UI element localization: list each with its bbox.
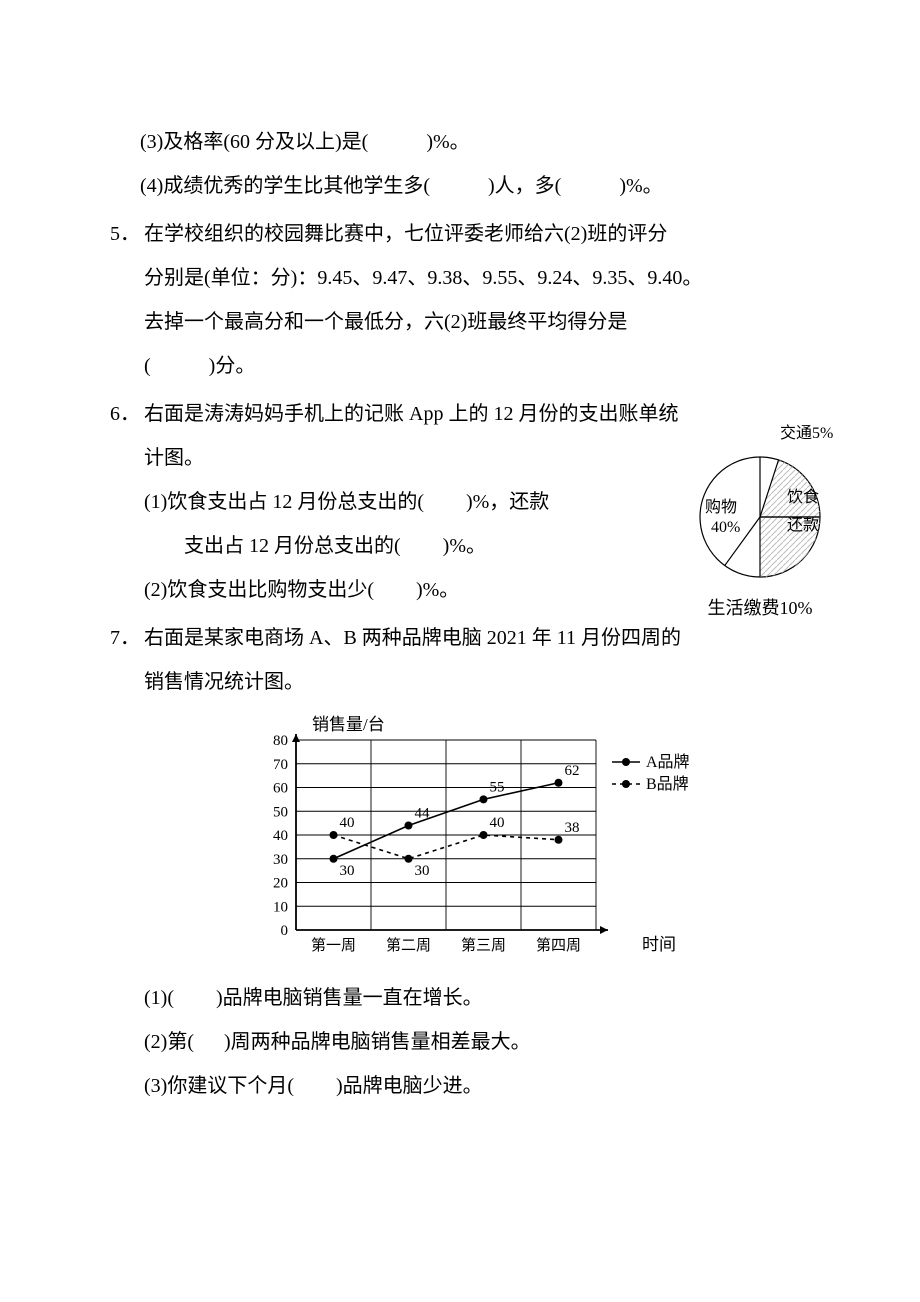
q4-text-a: (4)成绩优秀的学生比其他学生多( <box>140 175 430 197</box>
item-7-s1a: (1)( <box>144 987 174 1009</box>
item-5-body: 在学校组织的校园舞比赛中，七位评委老师给六(2)班的评分 分别是(单位：分)：9… <box>144 212 820 388</box>
svg-text:38: 38 <box>565 820 580 836</box>
svg-text:40: 40 <box>490 815 505 831</box>
item-6-s1b: )%，还款 <box>466 491 549 513</box>
item-6-s1-line1: (1)饮食支出占 12 月份总支出的( )%，还款 <box>144 480 620 524</box>
item-7-s3b: )品牌电脑少进。 <box>336 1075 483 1097</box>
svg-text:50: 50 <box>273 804 288 820</box>
svg-text:70: 70 <box>273 757 288 773</box>
svg-text:B品牌: B品牌 <box>646 775 689 793</box>
item-5-l4a: ( <box>144 355 151 377</box>
svg-text:30: 30 <box>340 863 355 879</box>
item-7-number: 7． <box>100 616 144 660</box>
q4-text-c: )%。 <box>619 175 662 197</box>
item-7-s3: (3)你建议下个月( )品牌电脑少进。 <box>144 1064 820 1108</box>
item-7-s2a: (2)第( <box>144 1031 194 1053</box>
svg-text:10: 10 <box>273 899 288 915</box>
q4-line: (4)成绩优秀的学生比其他学生多( )人，多( )%。 <box>100 164 820 208</box>
line-chart: 0 10 20 30 40 50 60 70 80 销售量/台第一周 第二周 第三周 第四周 时间 30 44… <box>242 710 722 970</box>
item-7-s1: (1)( )品牌电脑销售量一直在增长。 <box>144 976 820 1020</box>
item-7-s2: (2)第( )周两种品牌电脑销售量相差最大。 <box>144 1020 820 1064</box>
svg-text:第三周: 第三周 <box>461 936 506 954</box>
q3-line: (3)及格率(60 分及以上)是( )%。 <box>100 120 820 164</box>
item-5-line-4: ( )分。 <box>144 344 820 388</box>
q3-text-b: )%。 <box>426 131 469 153</box>
pie-chart-container: 交通5% 饮食还款 购物 40% 生活缴费10% <box>660 422 860 621</box>
svg-text:40%: 40% <box>711 519 740 536</box>
item-6-body: 右面是涛涛妈妈手机上的记账 App 上的 12 月份的支出账单统 计图。 (1)… <box>144 392 820 612</box>
pie-caption-living: 生活缴费10% <box>660 596 860 621</box>
item-6-s2-line: (2)饮食支出比购物支出少( )%。 <box>144 568 620 612</box>
line-chart-container: 0 10 20 30 40 50 60 70 80 销售量/台第一周 第二周 第三周 第四周 时间 30 44… <box>242 710 722 970</box>
svg-text:60: 60 <box>273 781 288 797</box>
svg-text:55: 55 <box>490 779 505 795</box>
item-7-line-1: 右面是某家电商场 A、B 两种品牌电脑 2021 年 11 月份四周的 <box>144 616 820 660</box>
item-6-s1d: )%。 <box>443 535 486 557</box>
pie-chart: 交通5% 饮食还款 购物 40% <box>675 422 845 592</box>
svg-text:62: 62 <box>565 763 580 779</box>
item-5-line-3: 去掉一个最高分和一个最低分，六(2)班最终平均得分是 <box>144 300 820 344</box>
svg-text:饮食: 饮食 <box>787 488 819 506</box>
item-6: 6． 右面是涛涛妈妈手机上的记账 App 上的 12 月份的支出账单统 计图。 … <box>100 392 820 612</box>
item-6-s2a: (2)饮食支出比购物支出少( <box>144 579 374 601</box>
svg-text:销售量/台: 销售量/台 <box>312 715 385 734</box>
item-7-s3a: (3)你建议下个月( <box>144 1075 294 1097</box>
svg-text:40: 40 <box>273 828 288 844</box>
item-5-line-1: 在学校组织的校园舞比赛中，七位评委老师给六(2)班的评分 <box>144 212 820 256</box>
item-7-line-2: 销售情况统计图。 <box>144 660 820 704</box>
svg-text:30: 30 <box>415 863 430 879</box>
item-6-line-2: 计图。 <box>144 436 620 480</box>
q3-text-a: (3)及格率(60 分及以上)是( <box>140 131 368 153</box>
svg-text:40: 40 <box>340 815 355 831</box>
q4-text-b: )人，多( <box>488 175 561 197</box>
item-7: 7． 右面是某家电商场 A、B 两种品牌电脑 2021 年 11 月份四周的 销… <box>100 616 820 1108</box>
document-page: (3)及格率(60 分及以上)是( )%。 (4)成绩优秀的学生比其他学生多( … <box>0 0 920 1302</box>
item-5-number: 5． <box>100 212 144 256</box>
item-7-body: 右面是某家电商场 A、B 两种品牌电脑 2021 年 11 月份四周的 销售情况… <box>144 616 820 1108</box>
svg-text:交通5%: 交通5% <box>780 424 833 442</box>
svg-text:44: 44 <box>415 806 431 822</box>
item-6-s1c: 支出占 12 月份总支出的( <box>184 535 401 557</box>
item-5-l4b: )分。 <box>209 355 256 377</box>
svg-text:第四周: 第四周 <box>536 936 581 954</box>
svg-text:还款: 还款 <box>787 516 819 534</box>
item-6-s1a: (1)饮食支出占 12 月份总支出的( <box>144 491 424 513</box>
svg-text:第一周: 第一周 <box>311 936 356 954</box>
item-7-s2b: )周两种品牌电脑销售量相差最大。 <box>224 1031 531 1053</box>
svg-text:30: 30 <box>273 852 288 868</box>
item-5: 5． 在学校组织的校园舞比赛中，七位评委老师给六(2)班的评分 分别是(单位：分… <box>100 212 820 388</box>
item-5-line-2: 分别是(单位：分)：9.45、9.47、9.38、9.55、9.24、9.35、… <box>144 256 820 300</box>
svg-text:0: 0 <box>281 923 289 939</box>
svg-text:80: 80 <box>273 733 288 749</box>
item-6-s1-line2: 支出占 12 月份总支出的( )%。 <box>144 524 620 568</box>
svg-text:购物: 购物 <box>705 498 737 516</box>
svg-text:第二周: 第二周 <box>386 936 431 954</box>
item-6-number: 6． <box>100 392 144 436</box>
svg-text:A品牌: A品牌 <box>646 753 690 771</box>
item-6-s2b: )%。 <box>416 579 459 601</box>
svg-text:时间: 时间 <box>642 935 676 954</box>
item-7-s1b: )品牌电脑销售量一直在增长。 <box>216 987 483 1009</box>
svg-text:20: 20 <box>273 876 288 892</box>
